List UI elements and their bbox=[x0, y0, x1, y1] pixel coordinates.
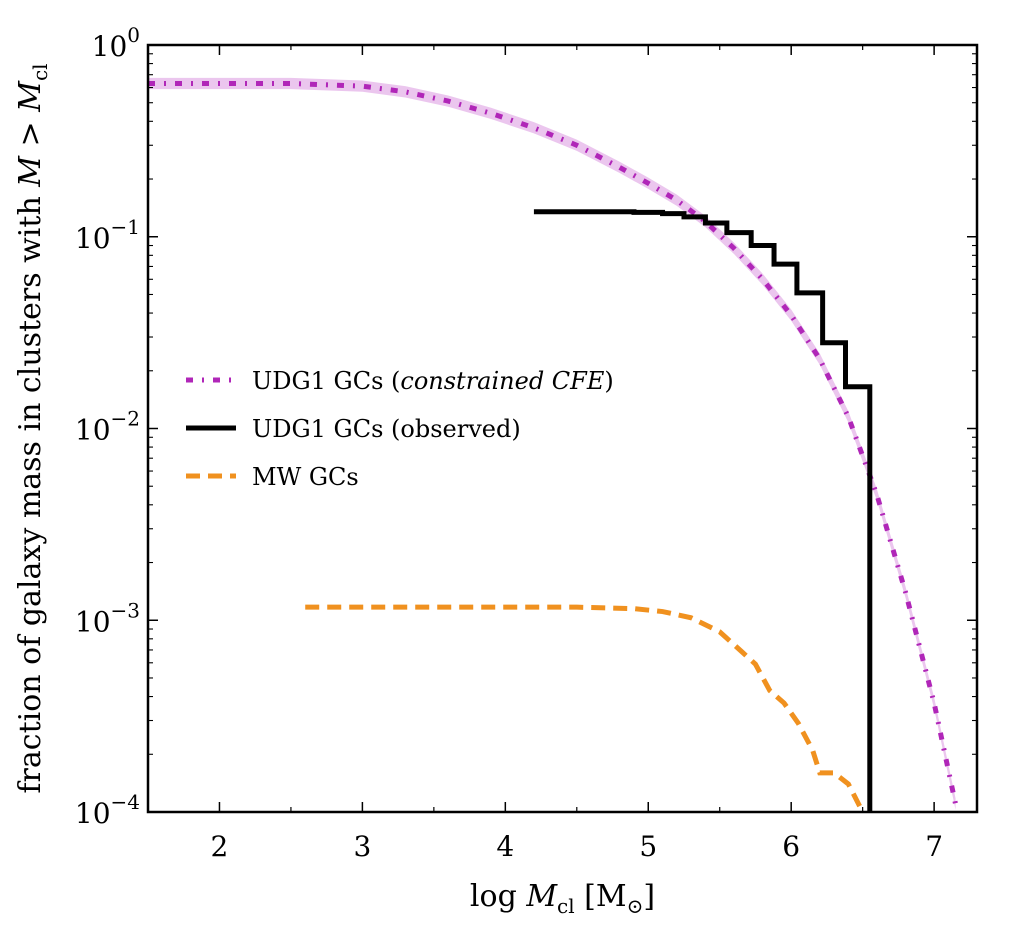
legend-item-udg1-observed: UDG1 GCs (observed) bbox=[186, 415, 521, 443]
y-tick-label: 10−4 bbox=[75, 790, 140, 830]
y-tick-label: 10−3 bbox=[75, 598, 140, 638]
legend-label: UDG1 GCs (observed) bbox=[252, 415, 521, 443]
series-udg1-constrained-band bbox=[148, 77, 956, 810]
y-tick-label: 100 bbox=[92, 23, 140, 63]
y-axis-title: fraction of galaxy mass in clusters with… bbox=[13, 63, 52, 793]
tick-labels: 2 3 4 5 6 7 100 10−1 10−2 10−3 10−4 bbox=[75, 23, 943, 863]
x-tick-label: 5 bbox=[639, 830, 657, 863]
x-tick-label: 7 bbox=[925, 830, 943, 863]
legend-label: MW GCs bbox=[252, 463, 359, 491]
y-tick-label: 10−1 bbox=[75, 215, 140, 255]
y-tick-label: 10−2 bbox=[75, 407, 140, 447]
x-tick-label: 3 bbox=[353, 830, 371, 863]
x-tick-label: 2 bbox=[211, 830, 229, 863]
series-udg1-observed-line bbox=[533, 209, 873, 812]
series-udg1-constrained-line bbox=[148, 80, 959, 805]
legend-item-udg1-constrained: UDG1 GCs (constrained CFE) bbox=[186, 367, 614, 395]
legend: UDG1 GCs (constrained CFE) UDG1 GCs (obse… bbox=[186, 367, 614, 491]
series-mw-gcs-line bbox=[305, 604, 865, 812]
legend-item-mw-gcs: MW GCs bbox=[186, 463, 359, 491]
x-tick-label: 6 bbox=[782, 830, 800, 863]
plot-area bbox=[148, 77, 959, 812]
legend-label: UDG1 GCs (constrained CFE) bbox=[252, 367, 614, 395]
x-tick-label: 4 bbox=[496, 830, 514, 863]
x-axis-title: log Mcl [M⊙] bbox=[470, 879, 655, 918]
axis-ticks bbox=[147, 44, 977, 813]
